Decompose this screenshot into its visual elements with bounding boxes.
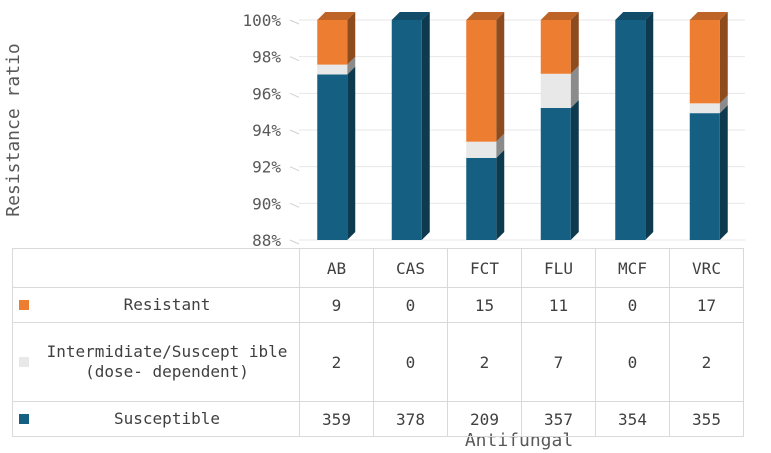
bar-segment: [466, 157, 497, 240]
table-cell: 2: [669, 322, 744, 402]
bar-segment: [317, 64, 348, 75]
legend-key-resistant: [19, 300, 29, 310]
data-table: AB CAS FCT FLU MCF VRC Resistant 9 0 15 …: [12, 248, 744, 437]
bar-side: [496, 12, 505, 142]
table-category-flu: FLU: [521, 248, 596, 288]
y-axis-ticks: 88% 90% 92% 94% 96% 98% 100%: [242, 11, 281, 250]
bar-segment: [466, 141, 497, 158]
table-row-susceptible: Susceptible 359 378 209 357 354 355: [12, 401, 744, 437]
bar-side: [496, 133, 505, 158]
bar-top: [689, 12, 728, 20]
table-cell: 2: [447, 322, 522, 402]
bar-segment: [317, 74, 348, 240]
table-label-resistant: Resistant: [12, 287, 300, 323]
table-cell: 357: [521, 401, 596, 437]
bar-top: [466, 12, 505, 20]
bar-side: [347, 12, 356, 65]
legend-key-intermediate: [19, 357, 29, 367]
table-cell: 0: [373, 287, 448, 323]
y-tick-label: 98%: [252, 48, 281, 67]
bar-top: [317, 12, 356, 20]
bar-side: [421, 12, 430, 240]
table-cell: 7: [521, 322, 596, 402]
table-cell: 354: [595, 401, 670, 437]
tick-mark: [289, 92, 300, 98]
bar-segment: [391, 20, 422, 240]
table-row-categories: AB CAS FCT FLU MCF VRC: [12, 248, 744, 288]
y-tick-label: 100%: [242, 11, 281, 30]
table-category-mcf: MCF: [595, 248, 670, 288]
table-cell: 2: [299, 322, 374, 402]
tick-mark: [289, 239, 300, 245]
y-axis-label: Resistance ratio: [3, 43, 24, 216]
bar-side: [719, 105, 728, 240]
table-cell: 0: [595, 322, 670, 402]
bar-side: [570, 100, 579, 240]
bar-side: [347, 56, 356, 75]
bar-segment: [317, 20, 348, 65]
tick-mark: [289, 56, 300, 62]
table-category-cas: CAS: [373, 248, 448, 288]
bar-side: [347, 66, 356, 240]
gridlines: [289, 19, 745, 245]
bar-segment: [540, 73, 571, 108]
table-cell: 0: [595, 287, 670, 323]
table-row-intermediate: Intermidiate/Suscept ible (dose- depende…: [12, 322, 744, 402]
bar-side: [645, 12, 654, 240]
y-tick-label: 96%: [252, 84, 281, 103]
tick-mark: [289, 166, 300, 172]
tick-mark: [289, 202, 300, 208]
bar-side: [570, 65, 579, 108]
table-label-intermediate: Intermidiate/Suscept ible (dose- depende…: [12, 322, 300, 402]
bar-top: [391, 12, 430, 20]
table-category-ab: AB: [299, 248, 374, 288]
table-cell: 9: [299, 287, 374, 323]
legend-key-susceptible: [19, 414, 29, 424]
y-tick-label: 88%: [252, 231, 281, 250]
bar-segment: [466, 20, 497, 142]
y-tick-label: 94%: [252, 121, 281, 140]
bar-segment: [689, 103, 720, 114]
bar-segment: [689, 113, 720, 240]
table-row-resistant: Resistant 9 0 15 11 0 17: [12, 287, 744, 323]
bar-side: [496, 149, 505, 240]
tick-mark: [289, 129, 300, 135]
bar-side: [570, 12, 579, 74]
bar-side: [719, 95, 728, 114]
table-category-fct: FCT: [447, 248, 522, 288]
table-cell: 15: [447, 287, 522, 323]
table-cell: 0: [373, 322, 448, 402]
bar-segment: [615, 20, 646, 240]
table-corner: [12, 248, 300, 288]
bar-segment: [540, 108, 571, 240]
bar-segment: [689, 20, 720, 104]
table-category-vrc: VRC: [669, 248, 744, 288]
bar-segment: [540, 20, 571, 74]
tick-mark: [289, 19, 300, 25]
table-label-susceptible: Susceptible: [12, 401, 300, 437]
bar-top: [540, 12, 579, 20]
table-cell: 11: [521, 287, 596, 323]
table-cell: 378: [373, 401, 448, 437]
table-cell: 209: [447, 401, 522, 437]
bar-top: [615, 12, 654, 20]
y-tick-label: 90%: [252, 194, 281, 213]
table-cell: 355: [669, 401, 744, 437]
table-cell: 17: [669, 287, 744, 323]
table-cell: 359: [299, 401, 374, 437]
y-tick-label: 92%: [252, 158, 281, 177]
bars: [317, 12, 728, 240]
bar-side: [719, 12, 728, 104]
